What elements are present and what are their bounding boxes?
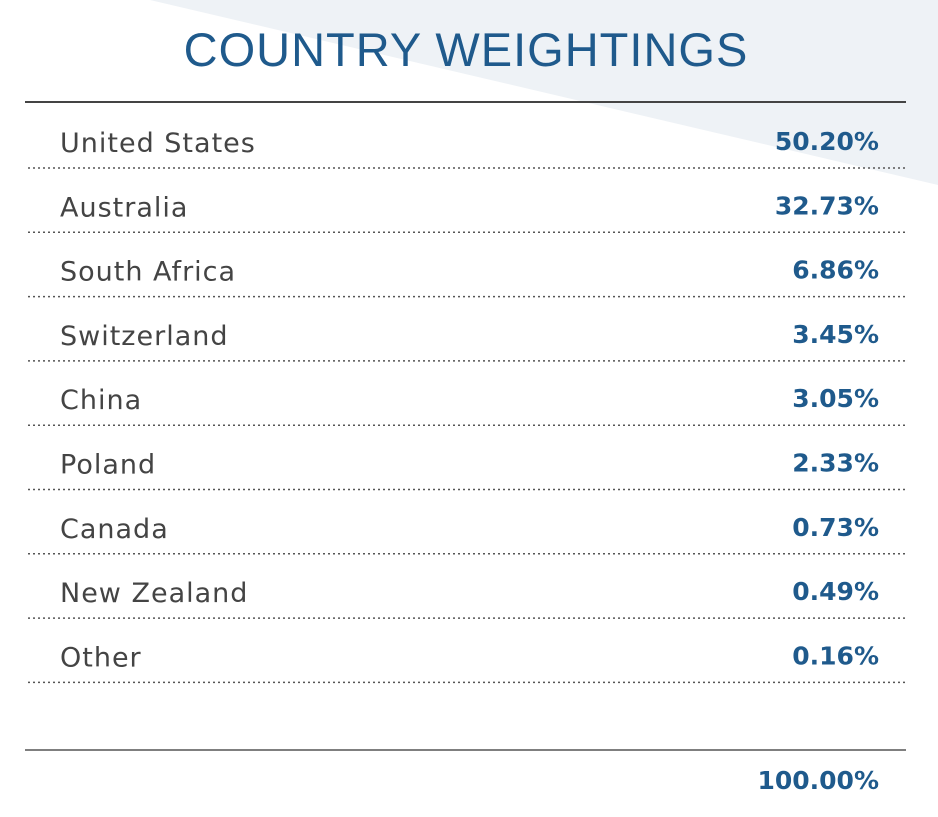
weight-value: 2.33% bbox=[792, 449, 879, 478]
country-label: Poland bbox=[60, 450, 156, 481]
weight-value: 3.05% bbox=[792, 384, 879, 413]
weight-value: 0.73% bbox=[792, 513, 879, 542]
country-label: South Africa bbox=[60, 257, 236, 288]
total-value: 100.00% bbox=[757, 766, 879, 795]
rows: United States 50.20% Australia 32.73% South … bbox=[28, 127, 906, 684]
country-label: New Zealand bbox=[60, 578, 248, 609]
weight-value: 50.20% bbox=[775, 127, 879, 156]
weight-value: 32.73% bbox=[775, 191, 879, 220]
weight-value: 0.16% bbox=[792, 641, 879, 670]
country-label: China bbox=[60, 385, 142, 416]
country-label: Canada bbox=[60, 514, 169, 545]
country-label: Australia bbox=[60, 192, 188, 223]
weight-value: 3.45% bbox=[792, 320, 879, 349]
title: COUNTRY WEIGHTINGS bbox=[184, 23, 749, 76]
weight-value: 0.49% bbox=[792, 577, 879, 606]
country-label: Other bbox=[60, 642, 142, 673]
country-label: United States bbox=[60, 128, 256, 159]
weight-value: 6.86% bbox=[792, 256, 879, 285]
country-label: Switzerland bbox=[60, 321, 229, 352]
corner-shape bbox=[150, 0, 938, 185]
